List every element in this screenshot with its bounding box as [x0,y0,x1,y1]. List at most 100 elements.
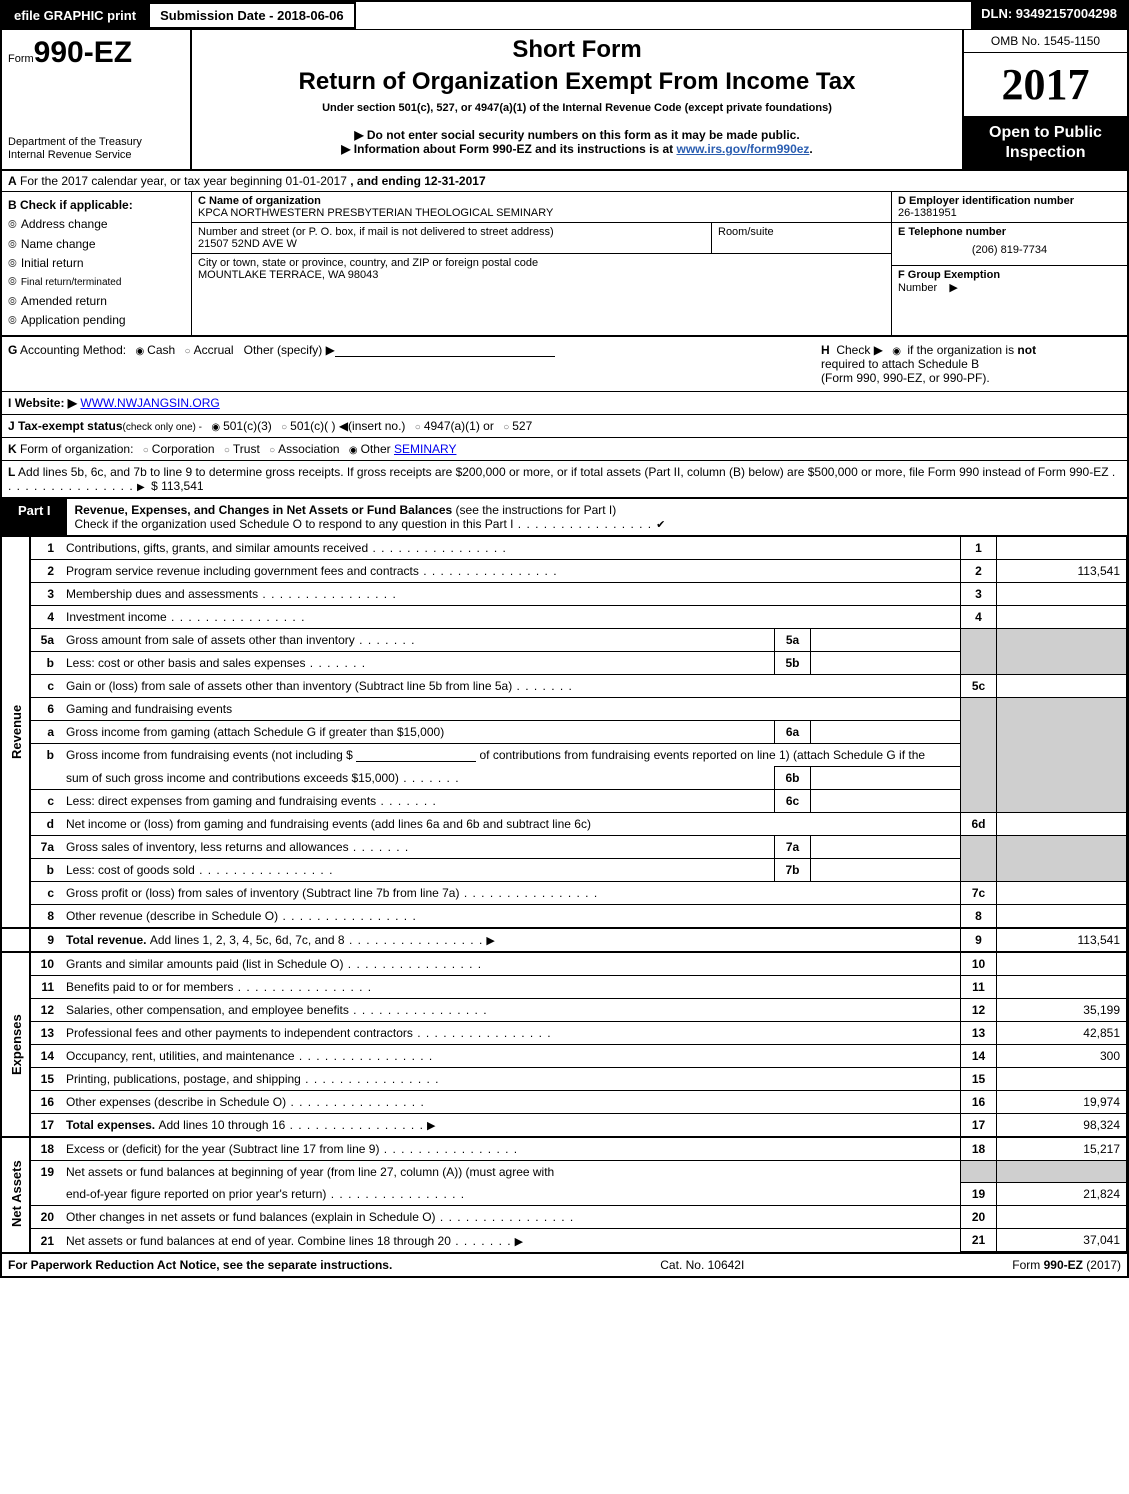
note2-prefix: ▶ Information about Form 990-EZ and its … [341,142,676,156]
l6b-desc3: sum of such gross income and contributio… [66,771,399,785]
l18-val: 15,217 [997,1137,1127,1161]
l7b-sv [811,858,961,881]
section-gh: G Accounting Method: Cash Accrual Other … [2,335,1127,391]
letter-l: L [8,465,15,479]
radio-cash[interactable] [129,343,147,357]
l7a-sb: 7a [775,835,811,858]
l5b-sv [811,651,961,674]
h-checkbox[interactable] [886,343,904,357]
l19-desc2: end-of-year figure reported on prior yea… [66,1187,326,1201]
efile-print-button[interactable]: efile GRAPHIC print [2,2,148,29]
page-footer: For Paperwork Reduction Act Notice, see … [2,1252,1127,1276]
l17-desc: Total expenses. [66,1118,158,1132]
l6b-fill[interactable] [356,750,476,762]
chk-initial-return[interactable]: Initial return [8,254,185,274]
radio-trust[interactable] [218,442,233,456]
l2-val: 113,541 [997,559,1127,582]
l5a-desc: Gross amount from sale of assets other t… [66,633,355,647]
open-line1: Open to Public [968,123,1123,143]
l7c-val [997,881,1127,904]
l3-desc: Membership dues and assessments [66,587,258,601]
h-text3: required to attach Schedule B [821,357,979,371]
lines-table: Revenue 1 Contributions, gifts, grants, … [2,535,1127,1253]
l20-box: 20 [961,1206,997,1229]
l6c-desc: Less: direct expenses from gaming and fu… [66,794,376,808]
l10-dots [343,957,482,971]
l6c-sv [811,789,961,812]
l5a-dots [355,633,416,647]
k-o1: Corporation [152,442,215,456]
grey-7 [961,835,997,881]
c-room-label: Room/suite [711,223,891,253]
g-other-fill[interactable] [335,345,555,357]
letter-g: G [8,343,17,357]
l21-val: 37,041 [997,1229,1127,1252]
l5b-sb: 5b [775,651,811,674]
c-street-value: 21507 52ND AVE W [198,238,705,250]
l6b-num: b [30,743,60,766]
irs-link[interactable]: www.irs.gov/form990ez [676,142,809,156]
l17-val: 98,324 [997,1113,1127,1137]
part-i-title: Revenue, Expenses, and Changes in Net As… [75,503,453,517]
i-label: Website: ▶ [15,396,77,410]
chk-application-pending[interactable]: Application pending [8,311,185,331]
website-link[interactable]: WWW.NWJANGSIN.ORG [80,396,219,410]
radio-501c3[interactable] [205,419,223,433]
k-other-value[interactable]: SEMINARY [394,442,456,456]
radio-corp[interactable] [137,442,152,456]
l7c-num: c [30,881,60,904]
l2-desc: Program service revenue including govern… [66,564,419,578]
chk-amended-return[interactable]: Amended return [8,292,185,312]
l16-desc: Other expenses (describe in Schedule O) [66,1095,286,1109]
radio-accrual[interactable] [179,343,194,357]
l21-dots [451,1234,512,1248]
part-i-checkmark-icon [652,517,665,531]
l12-box: 12 [961,998,997,1021]
letter-b: B [8,198,17,212]
l5a-sb: 5a [775,628,811,651]
l18-box: 18 [961,1137,997,1161]
section-k: K Form of organization: Corporation Trus… [2,437,1127,460]
l6d-val [997,812,1127,835]
l4-box: 4 [961,605,997,628]
l18-desc: Excess or (deficit) for the year (Subtra… [66,1142,379,1156]
l17-arrow-icon [424,1118,436,1132]
l7a-num: 7a [30,835,60,858]
l1-dots [368,541,507,555]
l5b-num: b [30,651,60,674]
part-i-check-text: Check if the organization used Schedule … [75,517,514,531]
radio-assoc[interactable] [263,442,278,456]
l7a-dots [349,840,410,854]
l15-num: 15 [30,1067,60,1090]
l14-val: 300 [997,1044,1127,1067]
k-label: Form of organization: [20,442,133,456]
chk-address-change[interactable]: Address change [8,215,185,235]
l4-val [997,605,1127,628]
l5b-desc: Less: cost or other basis and sales expe… [66,656,305,670]
part-i-text: Revenue, Expenses, and Changes in Net As… [67,499,1127,535]
l2-dots [419,564,558,578]
radio-4947[interactable] [409,419,424,433]
a-ending: , and ending 12-31-2017 [350,174,485,188]
radio-other[interactable] [343,442,361,456]
l6d-desc: Net income or (loss) from gaming and fun… [66,817,591,831]
chk-name-change[interactable]: Name change [8,235,185,255]
footer-right: Form 990-EZ (2017) [1012,1258,1121,1272]
l13-num: 13 [30,1021,60,1044]
g-label: Accounting Method: [20,343,126,357]
department-block: Department of the Treasury Internal Reve… [8,136,184,164]
section-g: G Accounting Method: Cash Accrual Other … [8,343,821,357]
footer-catno: Cat. No. 10642I [660,1258,744,1272]
h-text2: if the organization is [907,343,1014,357]
l6b-desc2: of contributions from fundraising events… [476,748,925,762]
l6-num: 6 [30,697,60,720]
l3-num: 3 [30,582,60,605]
form-number-big: 990-EZ [34,36,132,69]
c-street-label: Number and street (or P. O. box, if mail… [198,226,705,238]
grey-5b [997,628,1127,674]
chk-final-return[interactable]: Final return/terminated [8,274,185,292]
radio-527[interactable] [497,419,512,433]
l6b3-num [30,766,60,789]
l8-box: 8 [961,904,997,928]
radio-501c[interactable] [275,419,290,433]
